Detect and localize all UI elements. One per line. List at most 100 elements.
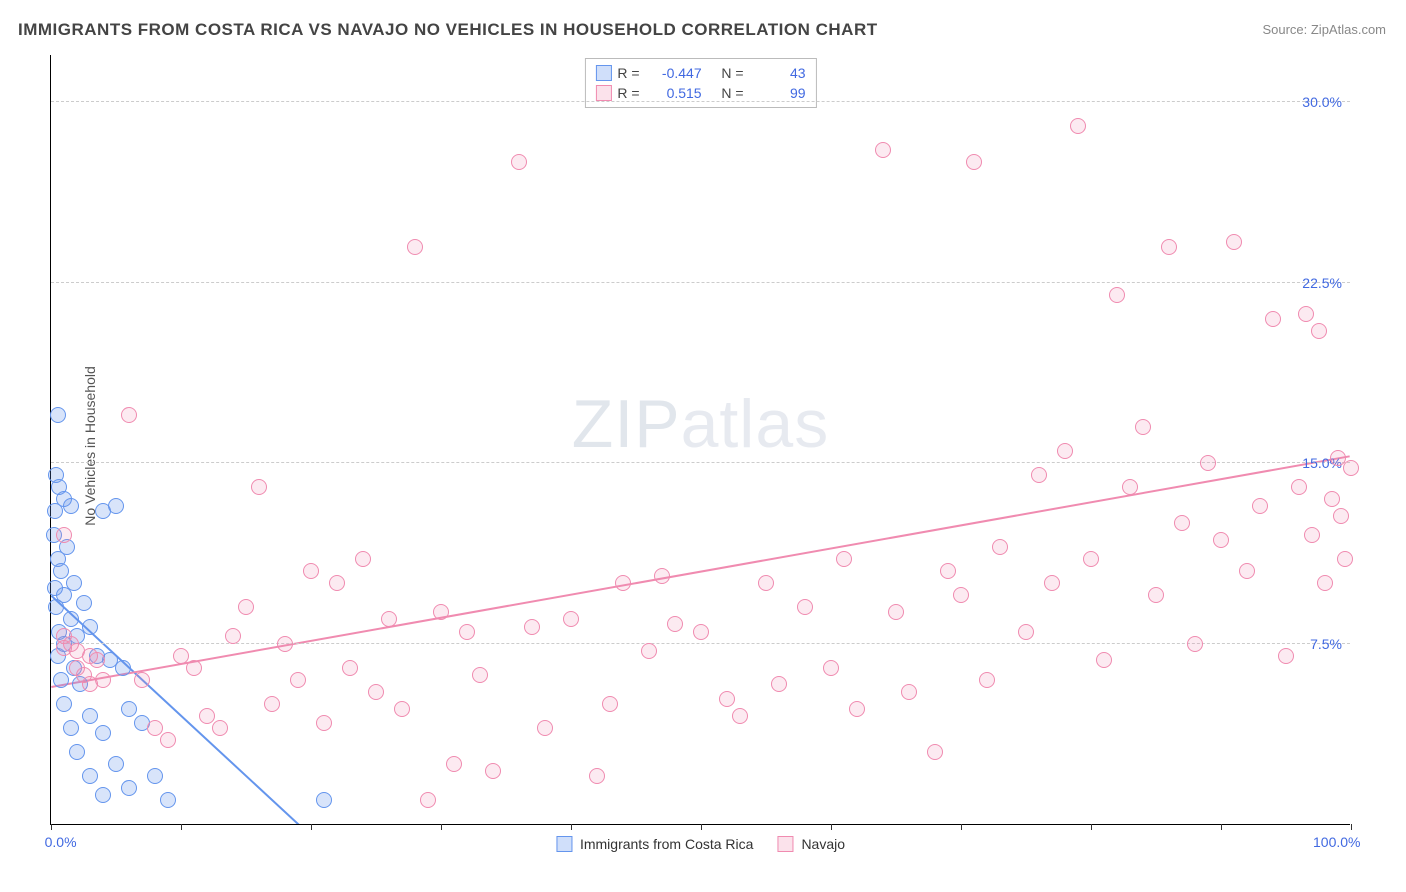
data-point <box>472 667 488 683</box>
data-point <box>160 732 176 748</box>
data-point <box>121 780 137 796</box>
data-point <box>927 744 943 760</box>
data-point <box>1311 323 1327 339</box>
data-point <box>1226 234 1242 250</box>
data-point <box>901 684 917 700</box>
data-point <box>76 595 92 611</box>
legend-item-1: Immigrants from Costa Rica <box>556 836 753 852</box>
watermark: ZIPatlas <box>572 385 829 463</box>
stats-row-2: R = 0.515 N = 99 <box>595 83 805 103</box>
legend-label-2: Navajo <box>801 836 845 852</box>
data-point <box>56 527 72 543</box>
n-value-2: 99 <box>750 83 806 103</box>
data-point <box>1057 443 1073 459</box>
data-point <box>147 768 163 784</box>
data-point <box>1018 624 1034 640</box>
swatch-series2-icon <box>595 85 611 101</box>
legend-swatch1-icon <box>556 836 572 852</box>
data-point <box>53 672 69 688</box>
x-tick-mark <box>181 824 182 830</box>
data-point <box>95 725 111 741</box>
x-tick-mark <box>831 824 832 830</box>
data-point <box>63 611 79 627</box>
plot-area: ZIPatlas R = -0.447 N = 43 R = 0.515 N =… <box>50 55 1350 825</box>
data-point <box>654 568 670 584</box>
data-point <box>511 154 527 170</box>
swatch-series1-icon <box>595 65 611 81</box>
data-point <box>1070 118 1086 134</box>
data-point <box>212 720 228 736</box>
data-point <box>823 660 839 676</box>
data-point <box>1083 551 1099 567</box>
data-point <box>147 720 163 736</box>
x-tick-mark <box>1091 824 1092 830</box>
data-point <box>1304 527 1320 543</box>
data-point <box>1031 467 1047 483</box>
data-point <box>316 715 332 731</box>
data-point <box>173 648 189 664</box>
data-point <box>63 498 79 514</box>
data-point <box>225 628 241 644</box>
data-point <box>1265 311 1281 327</box>
r-label-2: R = <box>617 83 639 103</box>
data-point <box>407 239 423 255</box>
data-point <box>50 407 66 423</box>
data-point <box>95 787 111 803</box>
data-point <box>329 575 345 591</box>
data-point <box>121 407 137 423</box>
r-label-1: R = <box>617 63 639 83</box>
x-tick-mark <box>51 824 52 830</box>
gridline <box>51 643 1350 644</box>
data-point <box>836 551 852 567</box>
data-point <box>82 708 98 724</box>
data-point <box>1161 239 1177 255</box>
data-point <box>641 643 657 659</box>
data-point <box>940 563 956 579</box>
data-point <box>1337 551 1353 567</box>
data-point <box>277 636 293 652</box>
data-point <box>537 720 553 736</box>
data-point <box>615 575 631 591</box>
data-point <box>459 624 475 640</box>
data-point <box>1317 575 1333 591</box>
data-point <box>108 498 124 514</box>
data-point <box>238 599 254 615</box>
data-point <box>1135 419 1151 435</box>
data-point <box>693 624 709 640</box>
data-point <box>602 696 618 712</box>
x-tick-label: 0.0% <box>45 834 77 850</box>
x-tick-label: 100.0% <box>1313 834 1360 850</box>
data-point <box>420 792 436 808</box>
x-tick-mark <box>441 824 442 830</box>
data-point <box>1252 498 1268 514</box>
data-point <box>1122 479 1138 495</box>
data-point <box>732 708 748 724</box>
data-point <box>1213 532 1229 548</box>
chart-container: IMMIGRANTS FROM COSTA RICA VS NAVAJO NO … <box>0 0 1406 892</box>
x-tick-mark <box>701 824 702 830</box>
data-point <box>368 684 384 700</box>
data-point <box>121 701 137 717</box>
x-tick-mark <box>1351 824 1352 830</box>
data-point <box>342 660 358 676</box>
x-tick-mark <box>961 824 962 830</box>
data-point <box>1148 587 1164 603</box>
data-point <box>667 616 683 632</box>
stats-row-1: R = -0.447 N = 43 <box>595 63 805 83</box>
x-tick-mark <box>311 824 312 830</box>
data-point <box>316 792 332 808</box>
y-tick-label: 22.5% <box>1302 275 1342 291</box>
data-point <box>1278 648 1294 664</box>
data-point <box>1109 287 1125 303</box>
y-tick-label: 7.5% <box>1310 636 1342 652</box>
watermark-bold: ZIP <box>572 386 681 462</box>
data-point <box>89 652 105 668</box>
data-point <box>1187 636 1203 652</box>
n-label-2: N = <box>721 83 743 103</box>
data-point <box>485 763 501 779</box>
data-point <box>771 676 787 692</box>
chart-title: IMMIGRANTS FROM COSTA RICA VS NAVAJO NO … <box>18 20 878 40</box>
data-point <box>134 672 150 688</box>
data-point <box>264 696 280 712</box>
r-value-2: 0.515 <box>646 83 702 103</box>
